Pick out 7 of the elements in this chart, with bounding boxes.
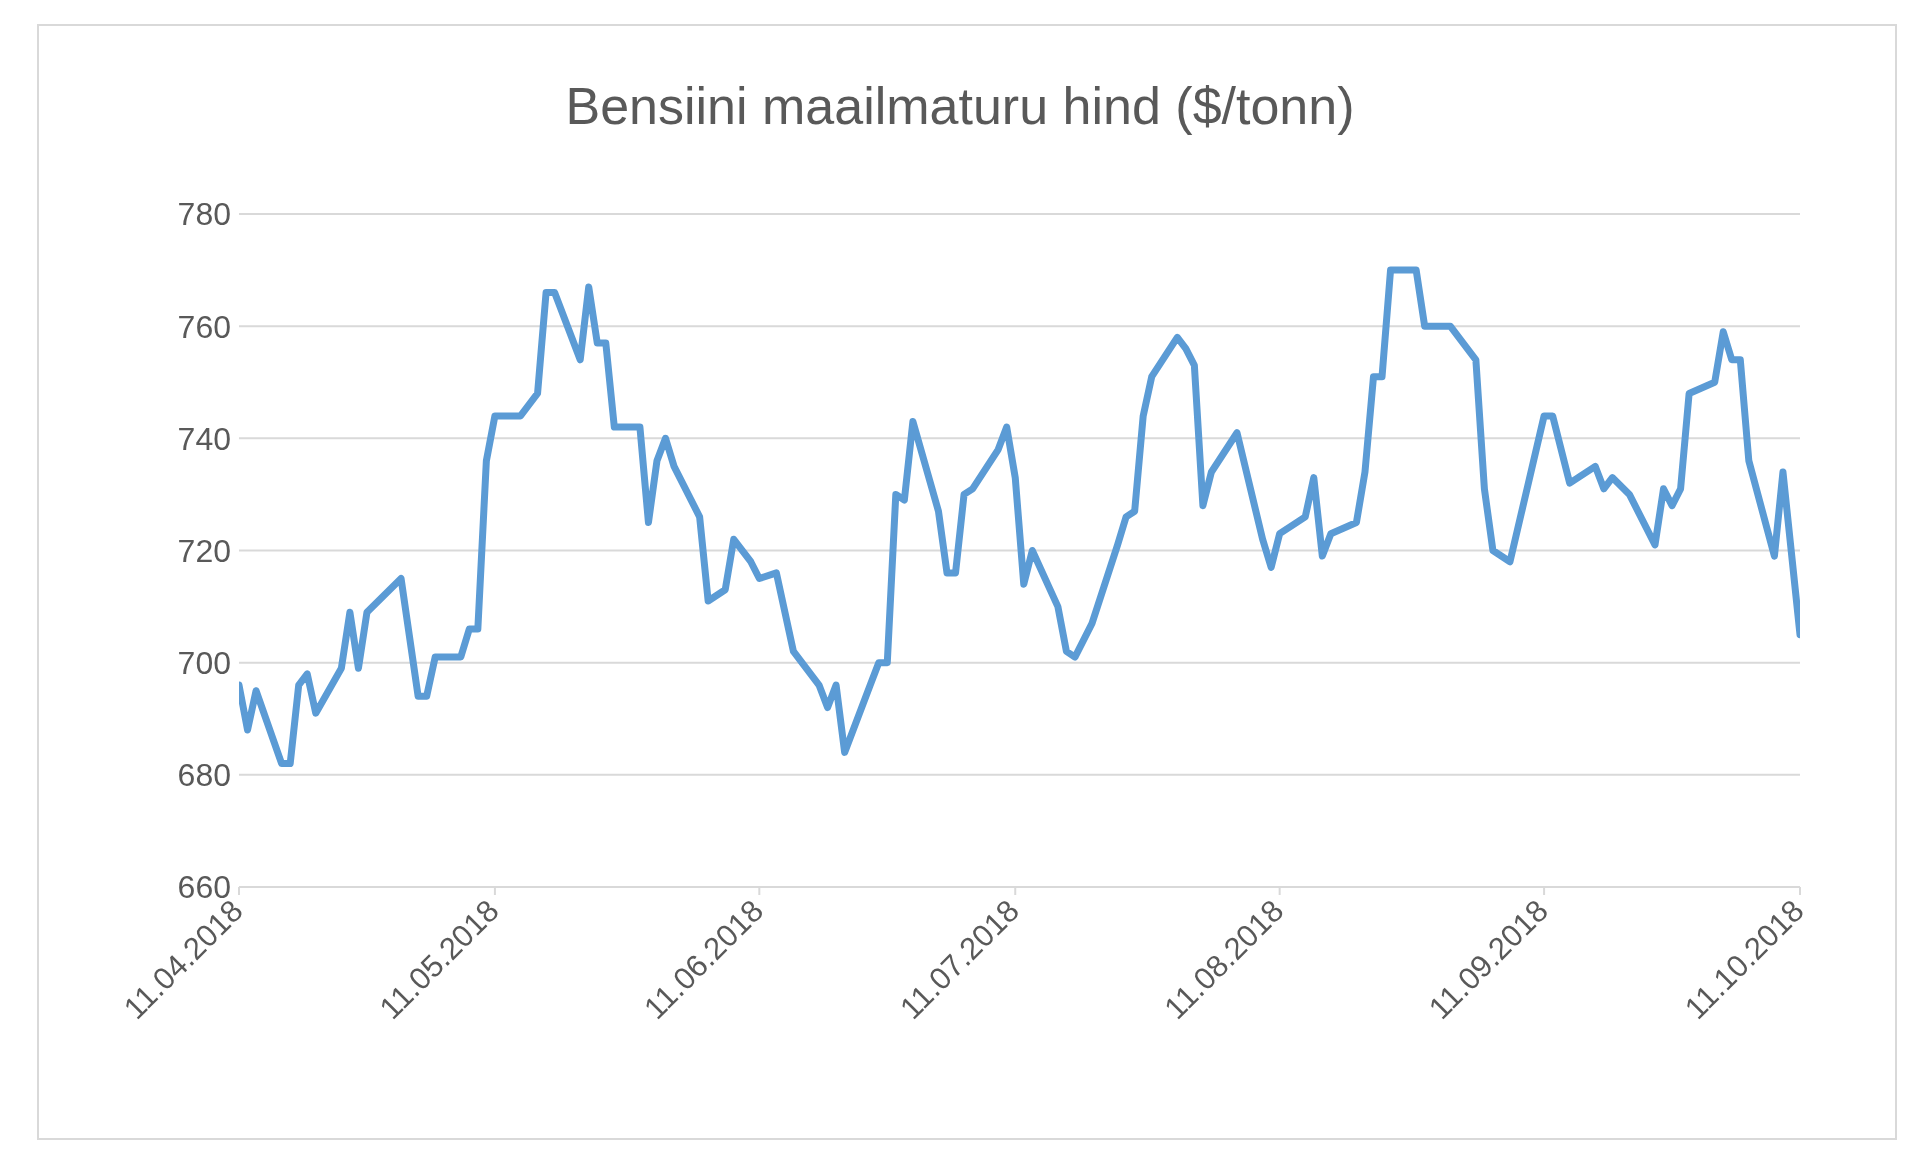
- y-tick-label: 700: [177, 645, 231, 682]
- y-tick-label: 760: [177, 308, 231, 345]
- y-tick-label: 780: [177, 196, 231, 233]
- y-tick-label: 740: [177, 420, 231, 457]
- y-tick-label: 720: [177, 532, 231, 569]
- chart-title: Bensiini maailmaturu hind ($/tonn): [564, 76, 1356, 136]
- y-tick-label: 680: [177, 757, 231, 794]
